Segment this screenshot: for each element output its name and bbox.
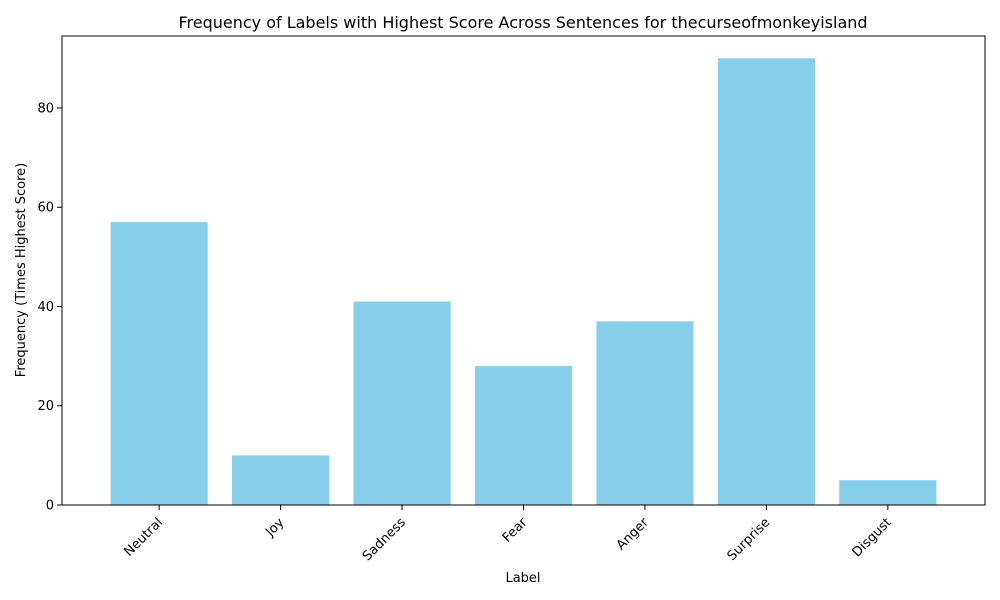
y-tick-label: 20 — [37, 399, 54, 414]
x-axis-ticks: Neutral Joy Sadness Fear Anger Surprise Disgus… — [121, 505, 895, 564]
bar-sadness — [353, 301, 451, 505]
x-tick-label: Disgust — [850, 515, 895, 560]
bar-disgust — [839, 480, 937, 505]
x-tick-label: Joy — [262, 515, 287, 540]
bar-anger — [596, 321, 694, 505]
bars-group — [110, 58, 937, 506]
y-axis-ticks: 0 20 40 60 80 — [37, 101, 62, 514]
x-tick-label: Fear — [500, 515, 531, 546]
axes-spines — [61, 35, 986, 506]
chart-title: Frequency of Labels with Highest Score A… — [178, 13, 867, 32]
x-tick-label: Surprise — [725, 515, 774, 564]
y-axis-label: Frequency (Times Highest Score) — [14, 163, 29, 377]
x-tick-label: Sadness — [360, 515, 409, 564]
x-tick-label: Anger — [614, 515, 652, 553]
bar-surprise — [717, 58, 815, 505]
y-tick-label: 60 — [37, 201, 54, 216]
bar-joy — [232, 455, 330, 505]
x-tick-label: Neutral — [121, 515, 166, 560]
y-tick-label: 0 — [46, 499, 54, 514]
axes-frame — [61, 35, 986, 506]
bar-neutral — [110, 222, 208, 506]
bar-fear — [474, 366, 573, 505]
y-tick-label: 40 — [37, 300, 54, 315]
y-tick-label: 80 — [37, 101, 54, 116]
x-axis-label: Label — [505, 571, 540, 586]
